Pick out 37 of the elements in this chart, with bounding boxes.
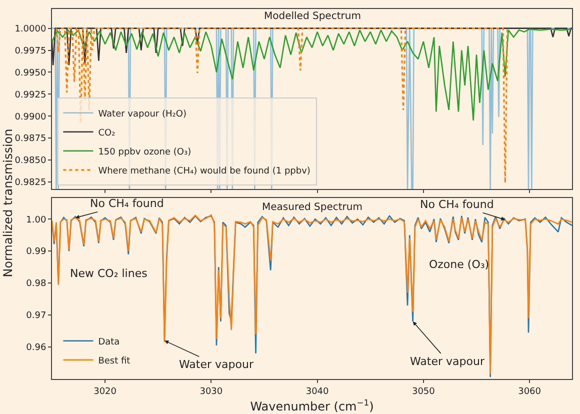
- legend-label: Best fit: [98, 356, 131, 366]
- x-axis-title: Wavenumber (cm$^{−1}$): [250, 398, 374, 414]
- annotation: No CH₄ found: [90, 197, 164, 210]
- legend-label: 150 ppbv ozone (O₃): [98, 147, 192, 158]
- x-tick-label: 3030: [200, 386, 223, 397]
- legend-label: Where methane (CH₄) would be found (1 ppbv): [98, 166, 310, 176]
- y-tick-label: 0.9950: [14, 68, 46, 78]
- annotation: New CO₂ lines: [70, 267, 148, 280]
- y-tick-label: 0.96: [26, 343, 46, 354]
- x-tick-label: 3020: [94, 386, 117, 397]
- y-tick-label: 0.9850: [14, 156, 46, 166]
- y-tick-label: 0.9975: [14, 46, 46, 56]
- y-tick-label: 1.0000: [14, 24, 46, 34]
- annotation: Water vapour: [410, 355, 485, 368]
- chart-title: Measured Spectrum: [262, 202, 362, 213]
- line-series: [52, 28, 572, 66]
- y-tick-label: 1.00: [26, 215, 46, 226]
- y-tick-label: 0.9925: [14, 90, 46, 100]
- y-tick-label: 0.98: [26, 279, 46, 290]
- legend-label: CO₂: [98, 128, 116, 138]
- x-tick-label: 3050: [412, 386, 436, 397]
- chart-title: Modelled Spectrum: [264, 11, 361, 22]
- x-tick-label: 3060: [518, 386, 542, 397]
- y-tick-label: 0.9900: [14, 112, 46, 122]
- line-series: [52, 28, 572, 122]
- y-tick-label: 0.99: [26, 247, 46, 258]
- y-tick-label: 0.9825: [14, 178, 46, 188]
- legend-label: Data: [98, 337, 120, 348]
- x-tick-label: 3040: [306, 386, 330, 397]
- legend-label: Water vapour (H₂O): [98, 109, 186, 120]
- annotation: No CH₄ found: [420, 198, 494, 211]
- annotation: Ozone (O₃): [429, 258, 490, 271]
- y-tick-label: 0.9875: [14, 134, 46, 144]
- annotation: Water vapour: [179, 358, 254, 371]
- y-tick-label: 0.97: [26, 311, 46, 322]
- line-series: [55, 28, 508, 184]
- y-axis-title: Normalized transmission: [1, 128, 15, 280]
